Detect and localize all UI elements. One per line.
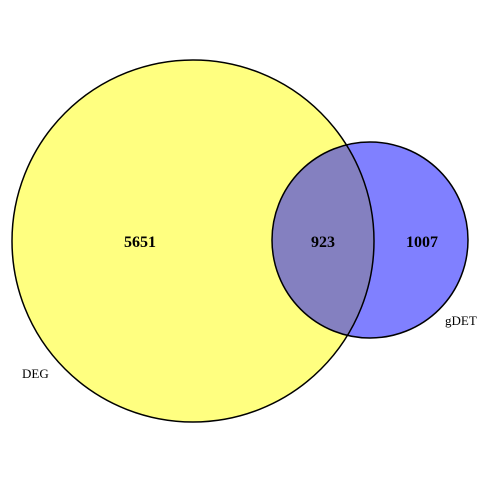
deg-circle-outline: [11, 59, 375, 423]
gdet-only-count: 1007: [406, 234, 438, 251]
overlap-region: [272, 142, 374, 338]
gdet-set-label: gDET: [445, 313, 477, 328]
gdet-circle-outline: [271, 141, 469, 339]
deg-only-count: 5651: [124, 234, 156, 251]
deg-set-label: DEG: [22, 366, 49, 381]
overlap-count: 923: [311, 234, 335, 251]
deg-circle: [12, 60, 374, 422]
